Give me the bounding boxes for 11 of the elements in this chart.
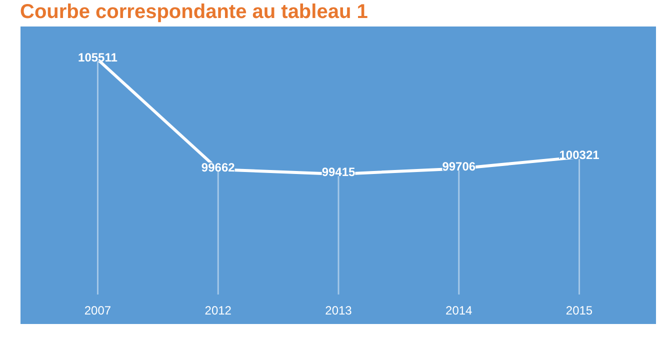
data-label: 99415 bbox=[322, 165, 356, 180]
x-tick-label: 2012 bbox=[204, 304, 232, 318]
x-tick-label: 2015 bbox=[566, 304, 593, 318]
x-tick-label: 2013 bbox=[325, 304, 352, 318]
data-label: 105511 bbox=[78, 50, 118, 64]
data-label: 99706 bbox=[442, 160, 476, 174]
chart-title: Courbe correspondante au tableau 1 bbox=[20, 0, 368, 24]
x-tick-label: 2014 bbox=[446, 304, 473, 318]
x-tick-label: 2007 bbox=[84, 304, 112, 318]
data-label: 100321 bbox=[559, 148, 600, 162]
data-label: 99662 bbox=[201, 160, 236, 174]
